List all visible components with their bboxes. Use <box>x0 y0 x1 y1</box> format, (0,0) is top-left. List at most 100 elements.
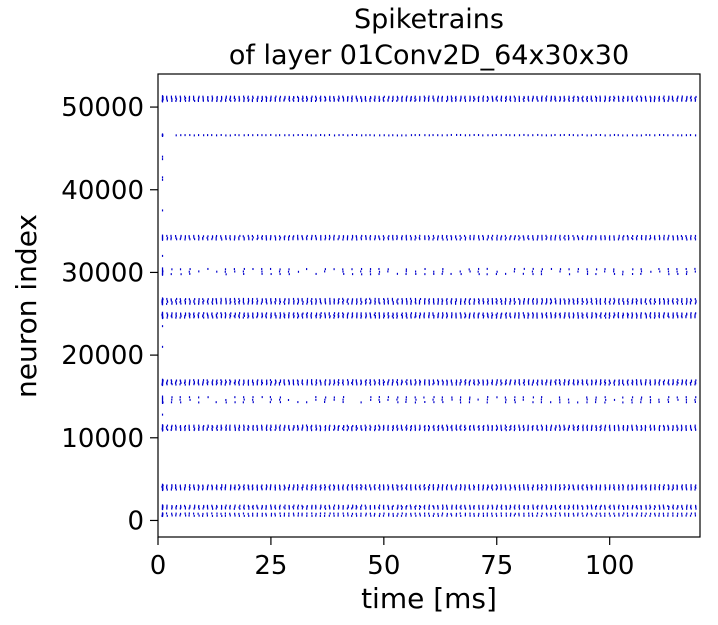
spike-marker <box>473 512 475 515</box>
spike-marker <box>451 504 453 507</box>
spike-marker <box>645 298 647 301</box>
spike-marker <box>519 428 521 431</box>
spike-marker <box>437 301 439 304</box>
spike-marker <box>686 504 688 507</box>
spike-marker <box>414 235 416 238</box>
spike-marker <box>256 506 258 509</box>
spike-marker <box>487 484 489 487</box>
spike-marker <box>622 316 624 319</box>
spike-marker <box>346 379 349 382</box>
spike-marker <box>352 504 354 507</box>
spike-marker <box>694 236 696 239</box>
spike-marker <box>166 312 168 315</box>
spike-marker <box>265 301 267 304</box>
spike-marker <box>251 298 254 301</box>
spike-marker <box>532 238 534 241</box>
spike-marker <box>514 382 516 385</box>
spike-marker <box>459 506 461 509</box>
spike-marker <box>378 316 381 319</box>
spike-marker <box>221 97 223 100</box>
spike-marker <box>297 382 299 385</box>
spike-marker <box>522 235 524 238</box>
spike-marker <box>694 238 697 241</box>
spike-marker <box>234 485 236 488</box>
spike-marker <box>292 427 294 430</box>
spike-marker <box>622 504 624 507</box>
spike-marker <box>265 238 268 241</box>
spike-marker <box>198 486 200 489</box>
spike-marker <box>242 512 245 515</box>
spike-marker <box>672 484 674 487</box>
spike-marker <box>382 379 384 382</box>
spike-marker <box>288 506 290 509</box>
spike-marker <box>234 236 236 239</box>
spike-marker <box>608 99 610 102</box>
spike-marker <box>324 302 327 305</box>
spike-marker <box>166 95 168 98</box>
spike-marker <box>486 486 489 489</box>
spike-marker <box>297 487 299 490</box>
spike-marker <box>460 484 462 487</box>
spike-marker <box>514 236 516 239</box>
spike-marker <box>329 488 331 491</box>
spike-marker <box>645 504 647 507</box>
spike-marker <box>451 383 453 386</box>
spike-marker <box>396 99 398 102</box>
spike-marker <box>252 301 254 304</box>
spike-marker <box>567 234 570 237</box>
spike-marker <box>590 512 592 515</box>
spike-marker <box>685 380 687 383</box>
spike-marker <box>338 425 340 427</box>
spike-marker <box>505 379 507 382</box>
spike-marker <box>424 424 426 427</box>
spike-marker <box>324 427 327 430</box>
spike-marker <box>658 133 661 136</box>
spike-marker <box>559 298 561 301</box>
spike-marker <box>568 382 570 385</box>
spike-marker <box>635 98 638 101</box>
spike-marker <box>243 98 245 101</box>
spike-marker <box>161 95 164 98</box>
spike-marker <box>374 312 376 315</box>
spike-marker <box>315 298 317 301</box>
spike-marker <box>623 383 625 386</box>
spike-marker <box>672 427 674 430</box>
spike-marker <box>640 313 642 316</box>
spike-marker <box>284 426 286 429</box>
spike-marker <box>391 99 394 102</box>
spike-marker <box>324 315 326 318</box>
spike-marker <box>595 96 598 99</box>
spike-marker <box>613 506 615 509</box>
spike-marker <box>685 514 687 517</box>
spike-marker <box>477 298 480 301</box>
spike-marker <box>261 382 263 385</box>
spike-marker <box>184 235 186 238</box>
spike-marker <box>523 316 525 319</box>
spike-marker <box>401 381 403 384</box>
spike-marker <box>622 428 625 431</box>
spike-marker <box>378 396 380 399</box>
spike-marker <box>586 298 588 301</box>
spike-marker <box>369 315 372 318</box>
spike-marker <box>577 270 579 273</box>
spike-marker <box>446 426 449 429</box>
spike-marker <box>450 299 452 302</box>
spike-marker <box>455 315 457 318</box>
spike-marker <box>464 380 466 383</box>
spike-marker <box>568 312 570 315</box>
spike-marker <box>518 512 520 515</box>
spike-marker <box>631 428 634 431</box>
spike-marker <box>441 98 443 101</box>
spike-marker <box>252 504 254 507</box>
spike-marker <box>491 425 493 428</box>
spike-marker <box>482 312 484 315</box>
spike-marker <box>532 504 534 507</box>
spike-marker <box>347 382 349 385</box>
spike-marker <box>256 297 258 300</box>
spike-marker <box>632 268 634 271</box>
spike-marker <box>391 297 394 300</box>
spike-marker <box>591 313 593 316</box>
spike-marker <box>224 98 227 101</box>
spike-marker <box>609 484 611 487</box>
spike-marker <box>483 300 485 303</box>
